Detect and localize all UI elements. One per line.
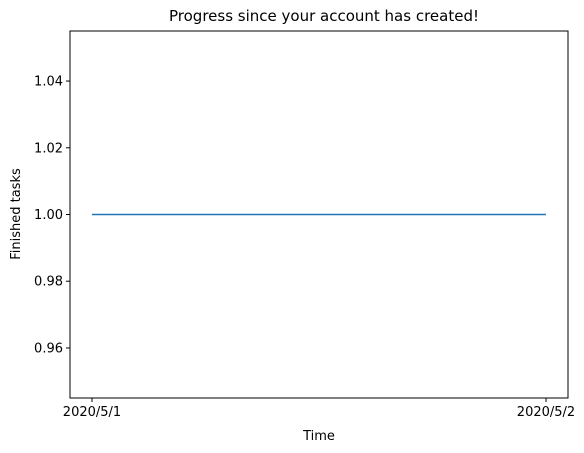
x-tick-label: 2020/5/1 xyxy=(63,405,121,420)
x-axis-label: Time xyxy=(302,429,335,444)
y-tick-label: 0.98 xyxy=(34,275,63,290)
chart-title: Progress since your account has created! xyxy=(169,7,479,25)
x-axis-ticks: 2020/5/1 2020/5/2 xyxy=(63,398,575,420)
x-tick-label: 2020/5/2 xyxy=(517,405,575,420)
y-tick-label: 1.04 xyxy=(34,75,63,90)
y-axis-label: Finished tasks xyxy=(9,168,24,260)
y-tick-label: 1.02 xyxy=(34,141,63,156)
y-tick-label: 0.96 xyxy=(34,341,63,356)
y-axis-ticks: 0.96 0.98 1.00 1.02 1.04 xyxy=(34,75,70,356)
plot-area-frame xyxy=(69,30,569,399)
y-tick-label: 1.00 xyxy=(34,208,63,223)
